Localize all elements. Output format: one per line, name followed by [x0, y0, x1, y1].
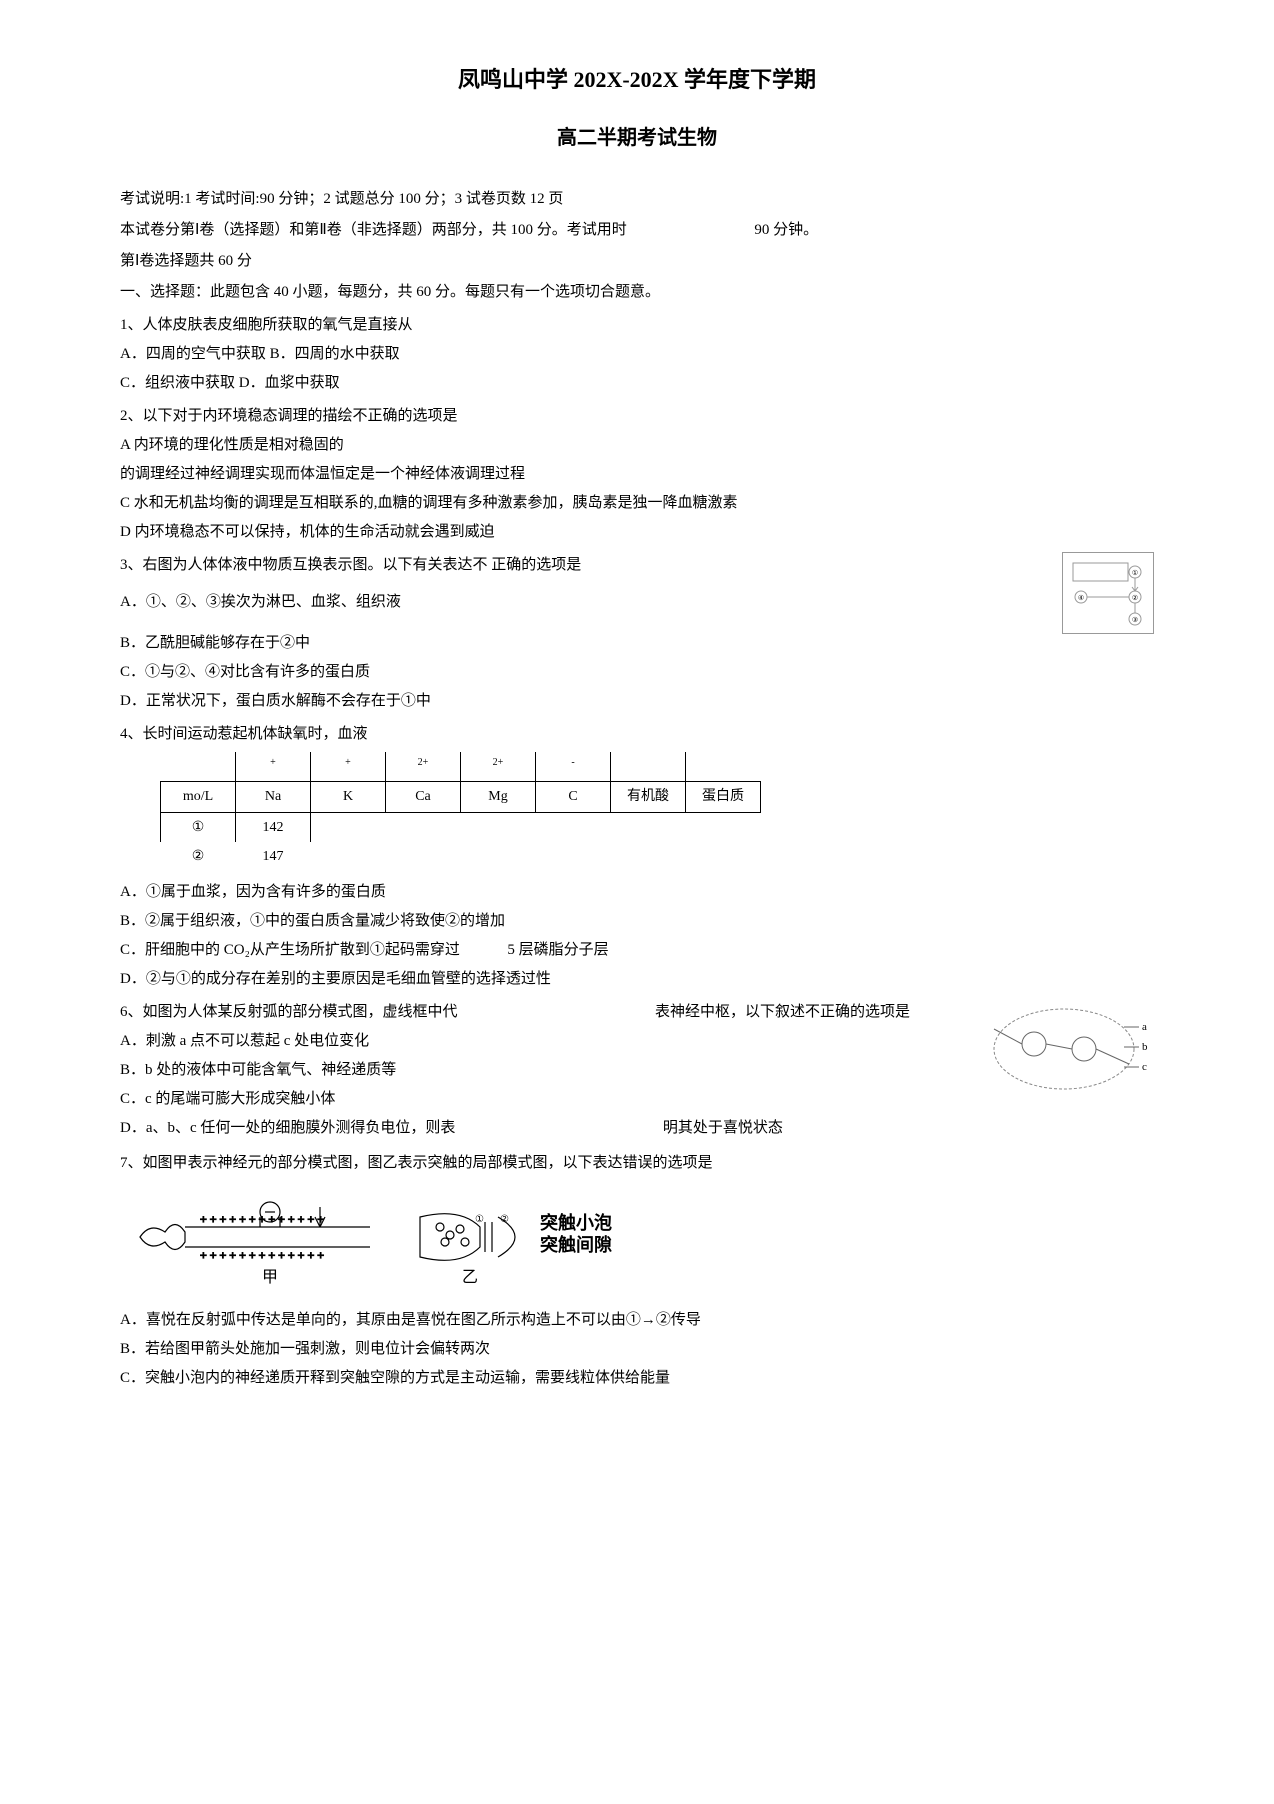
sup: +: [345, 757, 351, 768]
svg-text:b: b: [1142, 1041, 1148, 1053]
q5-option-a: A．①属于血浆，因为含有许多的蛋白质: [120, 879, 1154, 906]
intro-line-2: 本试卷分第Ⅰ卷（选择题）和第Ⅱ卷（非选择题）两部分，共 100 分。考试用时 9…: [120, 217, 1154, 244]
q5-option-c: C．肝细胞中的 CO₂从产生场所扩散到①起码需穿过 5 层磷脂分子层: [120, 937, 1154, 964]
q5-option-c-b: 5 层磷脂分子层: [507, 942, 608, 958]
cell: 147: [236, 842, 311, 871]
cell: 142: [236, 812, 311, 842]
th-c: C: [536, 782, 611, 812]
svg-text:a: a: [1142, 1021, 1147, 1033]
q3-option-c: C．①与②、④对比含有许多的蛋白质: [120, 659, 1154, 686]
q7-diagram: + + + + + + + + + + + + + + + + + + + + …: [120, 1187, 640, 1287]
svg-text:④: ④: [1078, 594, 1084, 602]
intro-line-2a: 本试卷分第Ⅰ卷（选择题）和第Ⅱ卷（非选择题）两部分，共 100 分。考试用时: [120, 222, 627, 238]
q5-option-b: B．②属于组织液，①中的蛋白质含量减少将致使②的增加: [120, 908, 1154, 935]
intro-line-2b: 90 分钟。: [754, 222, 818, 238]
cell: ①: [161, 812, 236, 842]
q6-option-d: D．a、b、c 任何一处的细胞膜外测得负电位，则表 明其处于喜悦状态: [120, 1115, 1154, 1142]
q6-option-d-b: 明其处于喜悦状态: [663, 1120, 783, 1136]
q2-option-a: A 内环境的理化性质是相对稳固的: [120, 432, 1154, 459]
svg-text:①: ①: [1132, 569, 1138, 577]
q7-option-b: B．若给图甲箭头处施加一强刺激，则电位计会偏转两次: [120, 1336, 1154, 1363]
intro-line-4: 一、选择题：此题包含 40 小题，每题分，共 60 分。每题只有一个选项切合题意…: [120, 279, 1154, 306]
table-sup-row: + + 2+ 2+ -: [161, 752, 761, 782]
q7-label-bubble: 突触小泡: [540, 1212, 612, 1233]
q1-option-cd: C．组织液中获取 D．血浆中获取: [120, 370, 1154, 397]
q1-stem: 1、人体皮肤表皮细胞所获取的氧气是直接从: [120, 312, 1154, 339]
table-row: ② 147: [161, 842, 761, 871]
svg-text:②: ②: [500, 1214, 509, 1225]
th-protein: 蛋白质: [686, 782, 761, 812]
q2-option-c: C 水和无机盐均衡的调理是互相联系的,血糖的调理有多种激素参加，胰岛素是独一降血…: [120, 490, 1154, 517]
svg-text:③: ③: [1132, 616, 1138, 624]
q6-diagram: a b c: [974, 999, 1154, 1099]
q3-diagram: ① ② ③ ④: [1062, 552, 1154, 634]
q7-label-gap: 突触间隙: [540, 1234, 612, 1255]
q4-table: + + 2+ 2+ - mo/L Na K Ca Mg C 有机酸 蛋白质 ① …: [160, 752, 761, 871]
q4-stem: 4、长时间运动惹起机体缺氧时，血液: [120, 721, 1154, 748]
sup: -: [571, 757, 574, 768]
q2-stem: 2、以下对于内环境稳态调理的描绘不正确的选项是: [120, 403, 1154, 430]
q7-stem: 7、如图甲表示神经元的部分模式图，图乙表示突触的局部模式图，以下表达错误的选项是: [120, 1150, 1154, 1177]
q3-stem: 3、右图为人体体液中物质互换表示图。以下有关表达不 正确的选项是: [120, 552, 1154, 579]
svg-text:+ + + + + + + + + + + + +: + + + + + + + + + + + + +: [200, 1248, 324, 1262]
q3-option-a: A．①、②、③挨次为淋巴、血浆、组织液: [120, 589, 1154, 616]
svg-text:②: ②: [1132, 594, 1138, 602]
svg-text:①: ①: [475, 1214, 484, 1225]
th-mg: Mg: [461, 782, 536, 812]
q6-option-d-a: D．a、b、c 任何一处的细胞膜外测得负电位，则表: [120, 1120, 455, 1136]
q6-stem-a: 6、如图为人体某反射弧的部分模式图，虚线框中代: [120, 1004, 458, 1020]
q7-label-left: 甲: [262, 1269, 278, 1286]
th-k: K: [311, 782, 386, 812]
sup: 2+: [493, 757, 504, 768]
intro-line-3: 第Ⅰ卷选择题共 60 分: [120, 248, 1154, 275]
table-header-row: mo/L Na K Ca Mg C 有机酸 蛋白质: [161, 782, 761, 812]
intro-line-1: 考试说明:1 考试时间:90 分钟；2 试题总分 100 分；3 试卷页数 12…: [120, 186, 1154, 213]
sup: 2+: [418, 757, 429, 768]
q2-option-d: D 内环境稳态不可以保持，机体的生命活动就会遇到威迫: [120, 519, 1154, 546]
th-ca: Ca: [386, 782, 461, 812]
q2-option-b: 的调理经过神经调理实现而体温恒定是一个神经体液调理过程: [120, 461, 1154, 488]
q5-option-c-a: C．肝细胞中的 CO₂从产生场所扩散到①起码需穿过: [120, 942, 460, 958]
q7-label-right: 乙: [462, 1269, 478, 1286]
title-school-term: 凤鸣山中学 202X-202X 学年度下学期: [120, 60, 1154, 100]
th-na: Na: [236, 782, 311, 812]
th-acid: 有机酸: [611, 782, 686, 812]
svg-text:c: c: [1142, 1061, 1147, 1073]
sup: +: [270, 757, 276, 768]
table-row: ① 142: [161, 812, 761, 842]
q7-option-c: C．突触小泡内的神经递质开释到突触空隙的方式是主动运输，需要线粒体供给能量: [120, 1365, 1154, 1392]
q3-option-d: D．正常状况下，蛋白质水解酶不会存在于①中: [120, 688, 1154, 715]
cell: ②: [161, 842, 236, 871]
q6-stem-b: 表神经中枢，以下叙述不正确的选项是: [655, 1004, 910, 1020]
q5-option-d: D．②与①的成分存在差别的主要原因是毛细血管壁的选择透过性: [120, 966, 1154, 993]
q1-option-ab: A．四周的空气中获取 B．四周的水中获取: [120, 341, 1154, 368]
q7-option-a: A．喜悦在反射弧中传达是单向的，其原由是喜悦在图乙所示构造上不可以由①→②传导: [120, 1307, 1154, 1334]
q3-option-b: B．乙酰胆碱能够存在于②中: [120, 630, 1154, 657]
th-mol: mo/L: [161, 782, 236, 812]
title-exam: 高二半期考试生物: [120, 120, 1154, 156]
